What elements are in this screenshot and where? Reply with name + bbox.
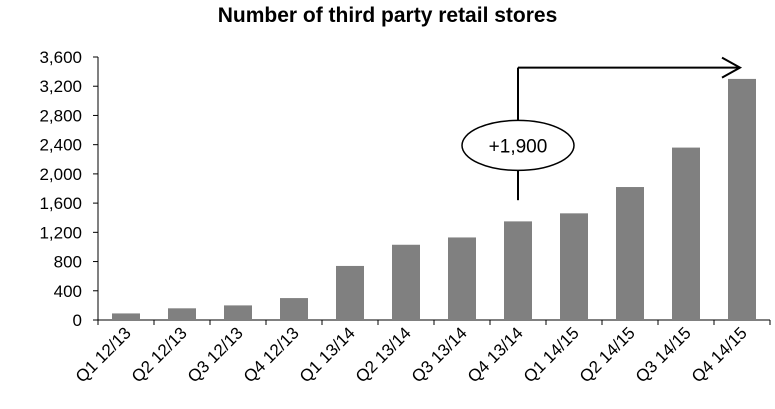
y-tick-label: 2,800	[39, 106, 82, 125]
bar	[336, 265, 364, 320]
y-axis-ticks: 0 400 800 1,200 1,600 2,000 2,400 2,800 3,200 3,6…	[39, 48, 98, 330]
x-tick-label: Q2 13/14	[352, 323, 415, 386]
x-tick-label: Q3 12/13	[184, 323, 247, 386]
x-tick-label: Q2 14/15	[576, 323, 639, 386]
x-tick-label: Q3 13/14	[408, 323, 471, 386]
bar	[672, 147, 700, 320]
y-tick-label: 800	[54, 253, 82, 272]
annotation-label: +1,900	[489, 136, 548, 157]
growth-annotation: +1,900	[461, 56, 743, 201]
y-tick-label: 1,200	[39, 223, 82, 242]
x-tick-label: Q1 13/14	[296, 323, 359, 386]
x-tick-label: Q3 14/15	[632, 323, 695, 386]
bar	[224, 305, 252, 320]
bar	[168, 308, 196, 320]
x-tick-label: Q4 14/15	[688, 323, 751, 386]
bar	[728, 78, 756, 321]
bar	[448, 237, 476, 320]
y-tick-label: 1,600	[39, 194, 82, 213]
x-tick-label: Q4 13/14	[464, 323, 527, 386]
bars	[112, 78, 756, 321]
chart-title: Number of third party retail stores	[217, 4, 558, 27]
bar	[616, 187, 644, 320]
y-tick-label: 3,600	[39, 48, 82, 67]
bar	[560, 213, 588, 320]
bar	[392, 244, 420, 320]
annotation-ellipse	[461, 119, 575, 172]
y-tick-label: 2,400	[39, 136, 82, 155]
bar	[504, 221, 532, 320]
y-tick-label: 3,200	[39, 77, 82, 96]
x-tick-label: Q2 12/13	[128, 323, 191, 386]
y-tick-label: 400	[54, 282, 82, 301]
bar	[112, 313, 140, 320]
x-tick-label: Q1 14/15	[520, 323, 583, 386]
x-tick-label: Q4 12/13	[240, 323, 303, 386]
y-tick-label: 0	[73, 311, 82, 330]
axes	[97, 57, 770, 321]
arrow-head-icon	[721, 56, 743, 79]
y-tick-label: 2,000	[39, 165, 82, 184]
x-tick-label: Q1 12/13	[72, 323, 135, 386]
bar	[280, 298, 308, 320]
